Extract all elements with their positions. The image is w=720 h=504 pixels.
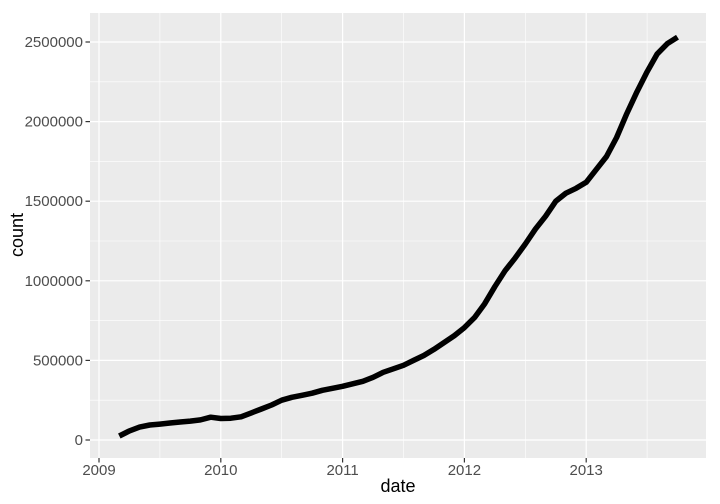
- x-tick-label: 2010: [204, 462, 237, 479]
- x-tick-label: 2012: [448, 462, 481, 479]
- x-axis-title: date: [380, 476, 416, 496]
- y-tick-label: 1000000: [25, 273, 83, 290]
- y-tick-label: 1500000: [25, 193, 83, 210]
- x-tick-label: 2009: [82, 462, 115, 479]
- y-tick-label: 2500000: [25, 34, 83, 51]
- y-tick-label: 2000000: [25, 114, 83, 131]
- plot-panel: [90, 13, 706, 458]
- x-tick-label: 2013: [570, 462, 603, 479]
- y-axis-title: count: [7, 212, 27, 258]
- y-tick-label: 0: [75, 432, 83, 449]
- y-tick-label: 500000: [33, 352, 83, 369]
- count-line: [118, 34, 679, 439]
- x-tick-label: 2011: [326, 462, 358, 479]
